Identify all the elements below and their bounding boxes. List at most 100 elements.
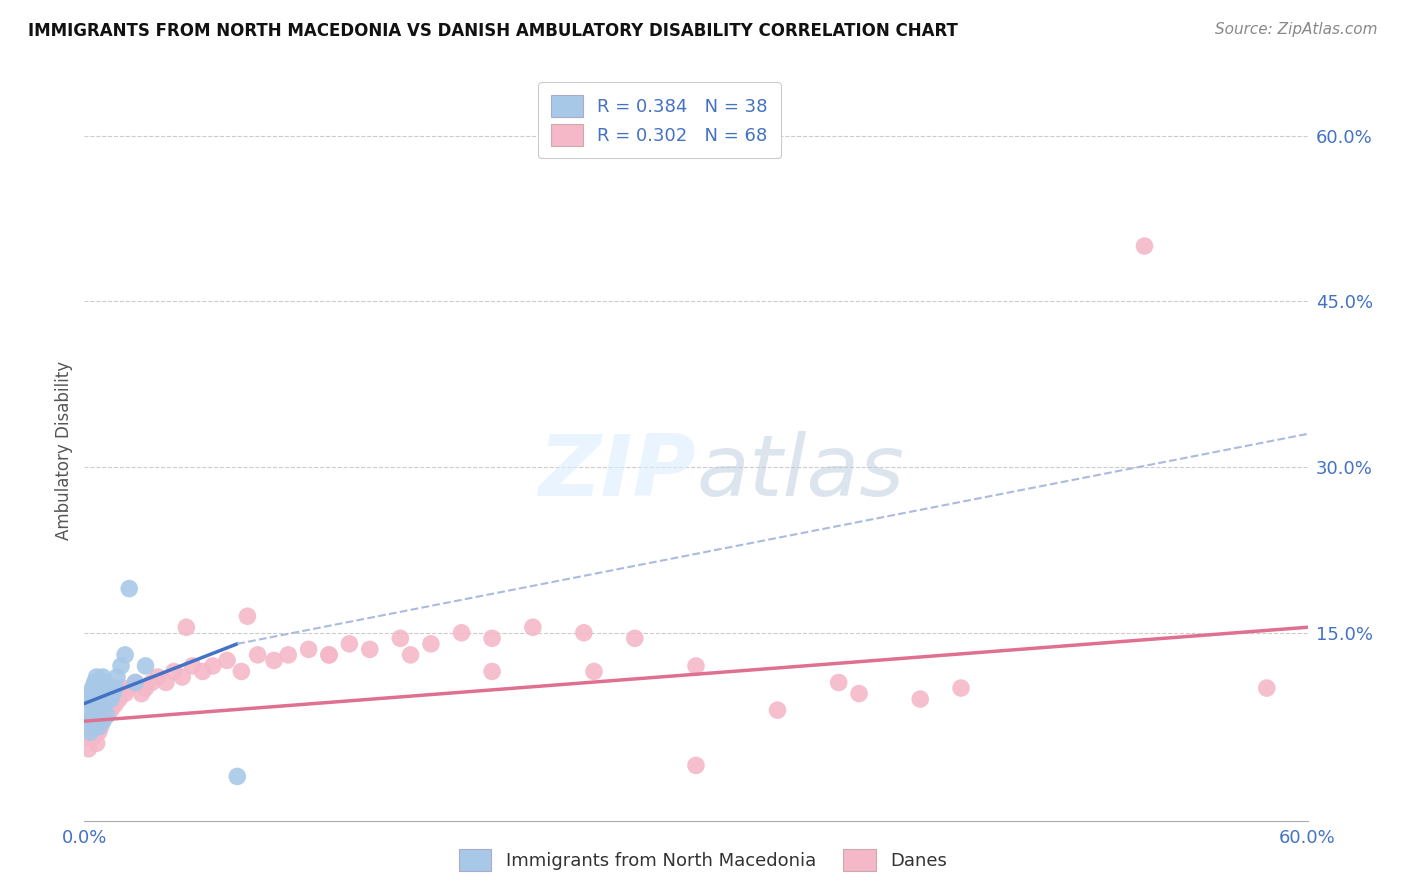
Point	[389, 632, 412, 646]
Point	[100, 692, 122, 706]
Point	[146, 670, 169, 684]
Point	[79, 687, 101, 701]
Point	[450, 625, 472, 640]
Point	[246, 648, 269, 662]
Point	[86, 670, 108, 684]
Y-axis label: Ambulatory Disability: Ambulatory Disability	[55, 361, 73, 540]
Point	[105, 670, 128, 684]
Point	[217, 653, 239, 667]
Point	[118, 681, 141, 695]
Point	[298, 642, 321, 657]
Point	[359, 642, 381, 657]
Point	[90, 703, 112, 717]
Text: Source: ZipAtlas.com: Source: ZipAtlas.com	[1215, 22, 1378, 37]
Point	[522, 620, 544, 634]
Point	[236, 609, 259, 624]
Point	[87, 708, 110, 723]
Point	[201, 659, 224, 673]
Point	[1256, 681, 1278, 695]
Point	[104, 681, 127, 695]
Point	[82, 731, 104, 745]
Point	[766, 703, 789, 717]
Point	[100, 703, 122, 717]
Point	[277, 648, 299, 662]
Point	[141, 675, 163, 690]
Point	[685, 758, 707, 772]
Point	[93, 675, 115, 690]
Point	[481, 665, 503, 679]
Point	[96, 687, 118, 701]
Point	[191, 665, 214, 679]
Point	[910, 692, 932, 706]
Point	[114, 648, 136, 662]
Point	[93, 708, 115, 723]
Point	[79, 725, 101, 739]
Point	[181, 659, 204, 673]
Point	[131, 687, 153, 701]
Point	[101, 687, 124, 701]
Point	[114, 687, 136, 701]
Point	[420, 637, 443, 651]
Point	[96, 703, 118, 717]
Point	[135, 659, 157, 673]
Point	[77, 714, 100, 729]
Point	[174, 620, 197, 634]
Point	[101, 692, 124, 706]
Point	[110, 681, 132, 695]
Point	[91, 714, 114, 729]
Point	[79, 698, 101, 712]
Point	[79, 714, 101, 729]
Point	[87, 698, 110, 712]
Point	[97, 681, 120, 695]
Point	[83, 714, 105, 729]
Point	[572, 625, 595, 640]
Point	[93, 698, 115, 712]
Point	[87, 675, 110, 690]
Point	[75, 731, 97, 745]
Point	[231, 665, 253, 679]
Point	[263, 653, 285, 667]
Point	[226, 769, 249, 783]
Point	[83, 703, 105, 717]
Point	[1133, 239, 1156, 253]
Point	[155, 675, 177, 690]
Point	[77, 692, 100, 706]
Point	[82, 720, 104, 734]
Point	[87, 725, 110, 739]
Point	[110, 659, 132, 673]
Point	[848, 687, 870, 701]
Point	[124, 675, 146, 690]
Point	[82, 681, 104, 695]
Point	[82, 708, 104, 723]
Point	[318, 648, 340, 662]
Point	[124, 675, 146, 690]
Point	[91, 670, 114, 684]
Point	[87, 720, 110, 734]
Point	[318, 648, 340, 662]
Point	[163, 665, 186, 679]
Point	[83, 675, 105, 690]
Point	[685, 659, 707, 673]
Point	[118, 582, 141, 596]
Point	[90, 720, 112, 734]
Point	[86, 714, 108, 729]
Point	[82, 708, 104, 723]
Point	[172, 670, 194, 684]
Point	[481, 632, 503, 646]
Point	[96, 708, 118, 723]
Point	[77, 720, 100, 734]
Point	[108, 692, 131, 706]
Point	[950, 681, 973, 695]
Text: atlas: atlas	[696, 431, 904, 514]
Point	[91, 692, 114, 706]
Point	[97, 698, 120, 712]
Point	[339, 637, 361, 651]
Point	[828, 675, 851, 690]
Point	[86, 736, 108, 750]
Point	[90, 681, 112, 695]
Point	[90, 703, 112, 717]
Point	[105, 687, 128, 701]
Point	[91, 714, 114, 729]
Point	[624, 632, 647, 646]
Text: ZIP: ZIP	[538, 431, 696, 514]
